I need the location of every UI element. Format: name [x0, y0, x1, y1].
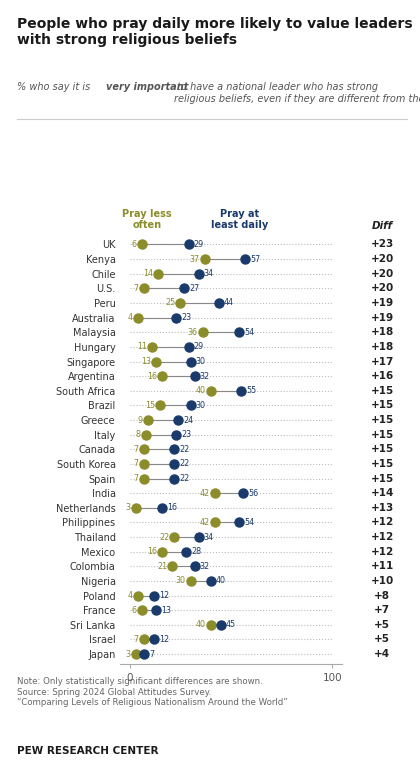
Text: Diff: Diff — [372, 220, 393, 230]
Text: 3: 3 — [126, 503, 131, 512]
Text: 14: 14 — [143, 270, 153, 278]
Text: 16: 16 — [167, 503, 177, 512]
Text: 40: 40 — [196, 621, 206, 629]
Text: 37: 37 — [189, 255, 200, 263]
Text: to have a national leader who has strong
religious beliefs, even if they are dif: to have a national leader who has strong… — [174, 82, 420, 104]
Text: +12: +12 — [370, 532, 394, 542]
Text: 29: 29 — [194, 240, 204, 249]
Text: +13: +13 — [370, 503, 394, 513]
Text: 23: 23 — [181, 313, 192, 322]
Text: 4: 4 — [128, 313, 133, 322]
Text: 45: 45 — [226, 621, 236, 629]
Text: +18: +18 — [370, 327, 394, 337]
Text: 7: 7 — [134, 445, 139, 454]
Text: 40: 40 — [216, 577, 226, 585]
Text: 36: 36 — [188, 328, 197, 336]
Text: 7: 7 — [134, 284, 139, 293]
Text: 29: 29 — [194, 343, 204, 352]
Text: +5: +5 — [374, 620, 390, 630]
Text: +12: +12 — [370, 518, 394, 528]
Text: +16: +16 — [370, 371, 394, 381]
Text: 7: 7 — [134, 635, 139, 644]
Text: % who say it is: % who say it is — [17, 82, 93, 92]
Text: 15: 15 — [145, 401, 155, 410]
Text: +15: +15 — [370, 400, 394, 410]
Text: 44: 44 — [224, 299, 234, 307]
Text: +17: +17 — [370, 356, 394, 366]
Text: 34: 34 — [204, 532, 214, 541]
Text: 13: 13 — [161, 606, 171, 614]
Text: 12: 12 — [159, 591, 169, 600]
Text: 25: 25 — [165, 299, 176, 307]
Text: 54: 54 — [244, 328, 254, 336]
Text: +20: +20 — [370, 269, 394, 279]
Text: +12: +12 — [370, 547, 394, 557]
Text: +18: +18 — [370, 342, 394, 352]
Text: +19: +19 — [370, 298, 394, 308]
Text: +8: +8 — [374, 591, 390, 601]
Text: +14: +14 — [370, 488, 394, 498]
Text: +15: +15 — [370, 386, 394, 396]
Text: 6: 6 — [132, 606, 137, 614]
Text: 42: 42 — [200, 518, 210, 527]
Text: 21: 21 — [157, 562, 167, 571]
Text: 57: 57 — [250, 255, 260, 263]
Text: 16: 16 — [147, 547, 157, 556]
Text: 30: 30 — [176, 577, 186, 585]
Text: 42: 42 — [200, 488, 210, 498]
Text: 54: 54 — [244, 518, 254, 527]
Text: 30: 30 — [196, 357, 205, 366]
Text: +23: +23 — [370, 240, 394, 250]
Text: 32: 32 — [200, 562, 210, 571]
Text: +10: +10 — [370, 576, 394, 586]
Text: +15: +15 — [370, 474, 394, 484]
Text: +15: +15 — [370, 459, 394, 469]
Text: 8: 8 — [136, 430, 141, 439]
Text: +19: +19 — [370, 313, 394, 323]
Text: +11: +11 — [370, 561, 394, 571]
Text: 3: 3 — [126, 650, 131, 659]
Text: +5: +5 — [374, 634, 390, 644]
Text: 7: 7 — [134, 459, 139, 468]
Text: 55: 55 — [246, 386, 257, 396]
Text: 7: 7 — [149, 650, 154, 659]
Text: +4: +4 — [374, 649, 390, 659]
Text: +20: +20 — [370, 283, 394, 293]
Text: 27: 27 — [189, 284, 200, 293]
Text: 22: 22 — [159, 532, 169, 541]
Text: 56: 56 — [248, 488, 258, 498]
Text: 30: 30 — [196, 401, 205, 410]
Text: Pray less
often: Pray less often — [122, 209, 172, 230]
Text: 11: 11 — [137, 343, 147, 352]
Text: +15: +15 — [370, 444, 394, 455]
Text: +7: +7 — [374, 605, 390, 615]
Text: 9: 9 — [138, 415, 143, 425]
Text: 22: 22 — [179, 474, 190, 483]
Text: 22: 22 — [179, 459, 190, 468]
Text: 34: 34 — [204, 270, 214, 278]
Text: +20: +20 — [370, 254, 394, 264]
Text: PEW RESEARCH CENTER: PEW RESEARCH CENTER — [17, 746, 158, 756]
Text: 12: 12 — [159, 635, 169, 644]
Text: 40: 40 — [196, 386, 206, 396]
Text: 4: 4 — [128, 591, 133, 600]
Text: 7: 7 — [134, 474, 139, 483]
Text: 6: 6 — [132, 240, 137, 249]
Text: 24: 24 — [184, 415, 194, 425]
Text: 32: 32 — [200, 372, 210, 381]
Text: Pray at
least daily: Pray at least daily — [211, 209, 268, 230]
Text: +15: +15 — [370, 429, 394, 439]
Text: Note: Only statistically significant differences are shown.
Source: Spring 2024 : Note: Only statistically significant dif… — [17, 677, 288, 707]
Text: 13: 13 — [141, 357, 151, 366]
Text: 16: 16 — [147, 372, 157, 381]
Text: 22: 22 — [179, 445, 190, 454]
Text: very important: very important — [106, 82, 188, 92]
Text: 28: 28 — [192, 547, 202, 556]
Text: +15: +15 — [370, 415, 394, 425]
Text: People who pray daily more likely to value leaders
with strong religious beliefs: People who pray daily more likely to val… — [17, 17, 412, 47]
Text: 23: 23 — [181, 430, 192, 439]
